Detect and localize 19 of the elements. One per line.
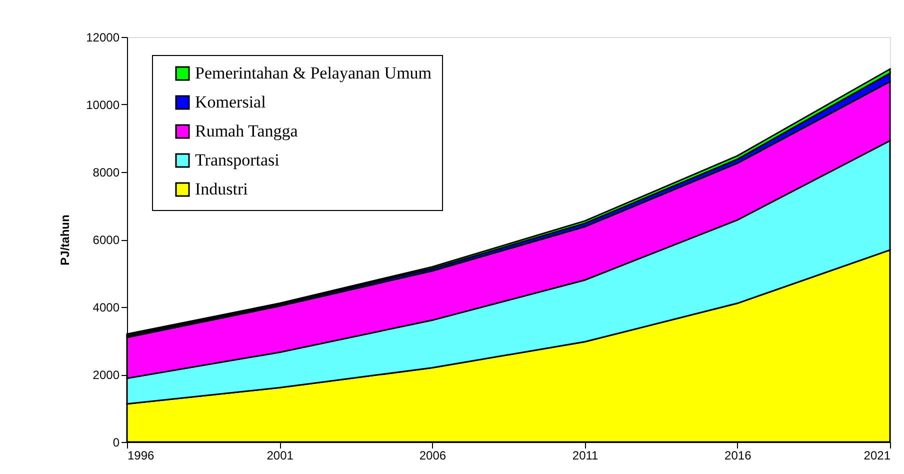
y-tick-label: 4000 bbox=[92, 300, 120, 314]
x-tick-label: 1996 bbox=[128, 448, 155, 462]
x-tick-label: 2021 bbox=[864, 448, 891, 462]
x-tick-label: 2006 bbox=[419, 448, 446, 462]
x-tick-label: 2011 bbox=[572, 448, 599, 462]
legend-label: Rumah Tangga bbox=[195, 122, 298, 140]
x-tick-label: 2016 bbox=[724, 448, 752, 462]
legend-label: Komersial bbox=[195, 92, 266, 112]
legend-label: Transportasi bbox=[195, 150, 280, 170]
y-tick-label: 0 bbox=[112, 436, 120, 450]
y-tick-label: 12000 bbox=[86, 30, 120, 44]
y-tick-label: 6000 bbox=[92, 233, 120, 247]
y-tick-label: 2000 bbox=[92, 368, 120, 382]
y-tick-label: 10000 bbox=[86, 98, 120, 112]
y-tick-label: 8000 bbox=[92, 166, 120, 180]
x-tick-label: 2001 bbox=[266, 448, 294, 462]
legend-label: Pemerintahan & Pelayanan Umum bbox=[195, 64, 432, 82]
legend-label: Industri bbox=[195, 180, 248, 198]
y-axis-title: PJ/tahun bbox=[58, 214, 72, 266]
